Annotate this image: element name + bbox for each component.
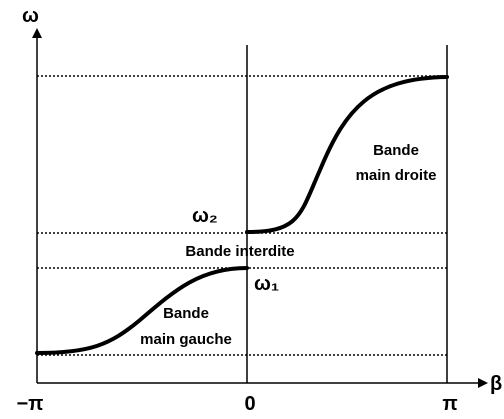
left-band-label: Bande (163, 305, 209, 322)
omega-1-label: ω₁ (254, 273, 279, 295)
gap-band-label: Bande interdite (185, 243, 294, 260)
tick-label: −π (17, 393, 44, 415)
tick-label: π (442, 393, 457, 415)
right-band-label: Bande (373, 142, 419, 159)
tick-label: 0 (244, 393, 255, 415)
right-handed-curve (245, 75, 449, 234)
left-band-label: main gauche (140, 331, 232, 348)
left-handed-curve (35, 266, 249, 355)
x-axis-label: β (490, 373, 502, 395)
omega-2-label: ω₂ (192, 205, 218, 227)
y-axis-label: ω (22, 5, 39, 27)
right-band-label: main droite (356, 167, 437, 184)
